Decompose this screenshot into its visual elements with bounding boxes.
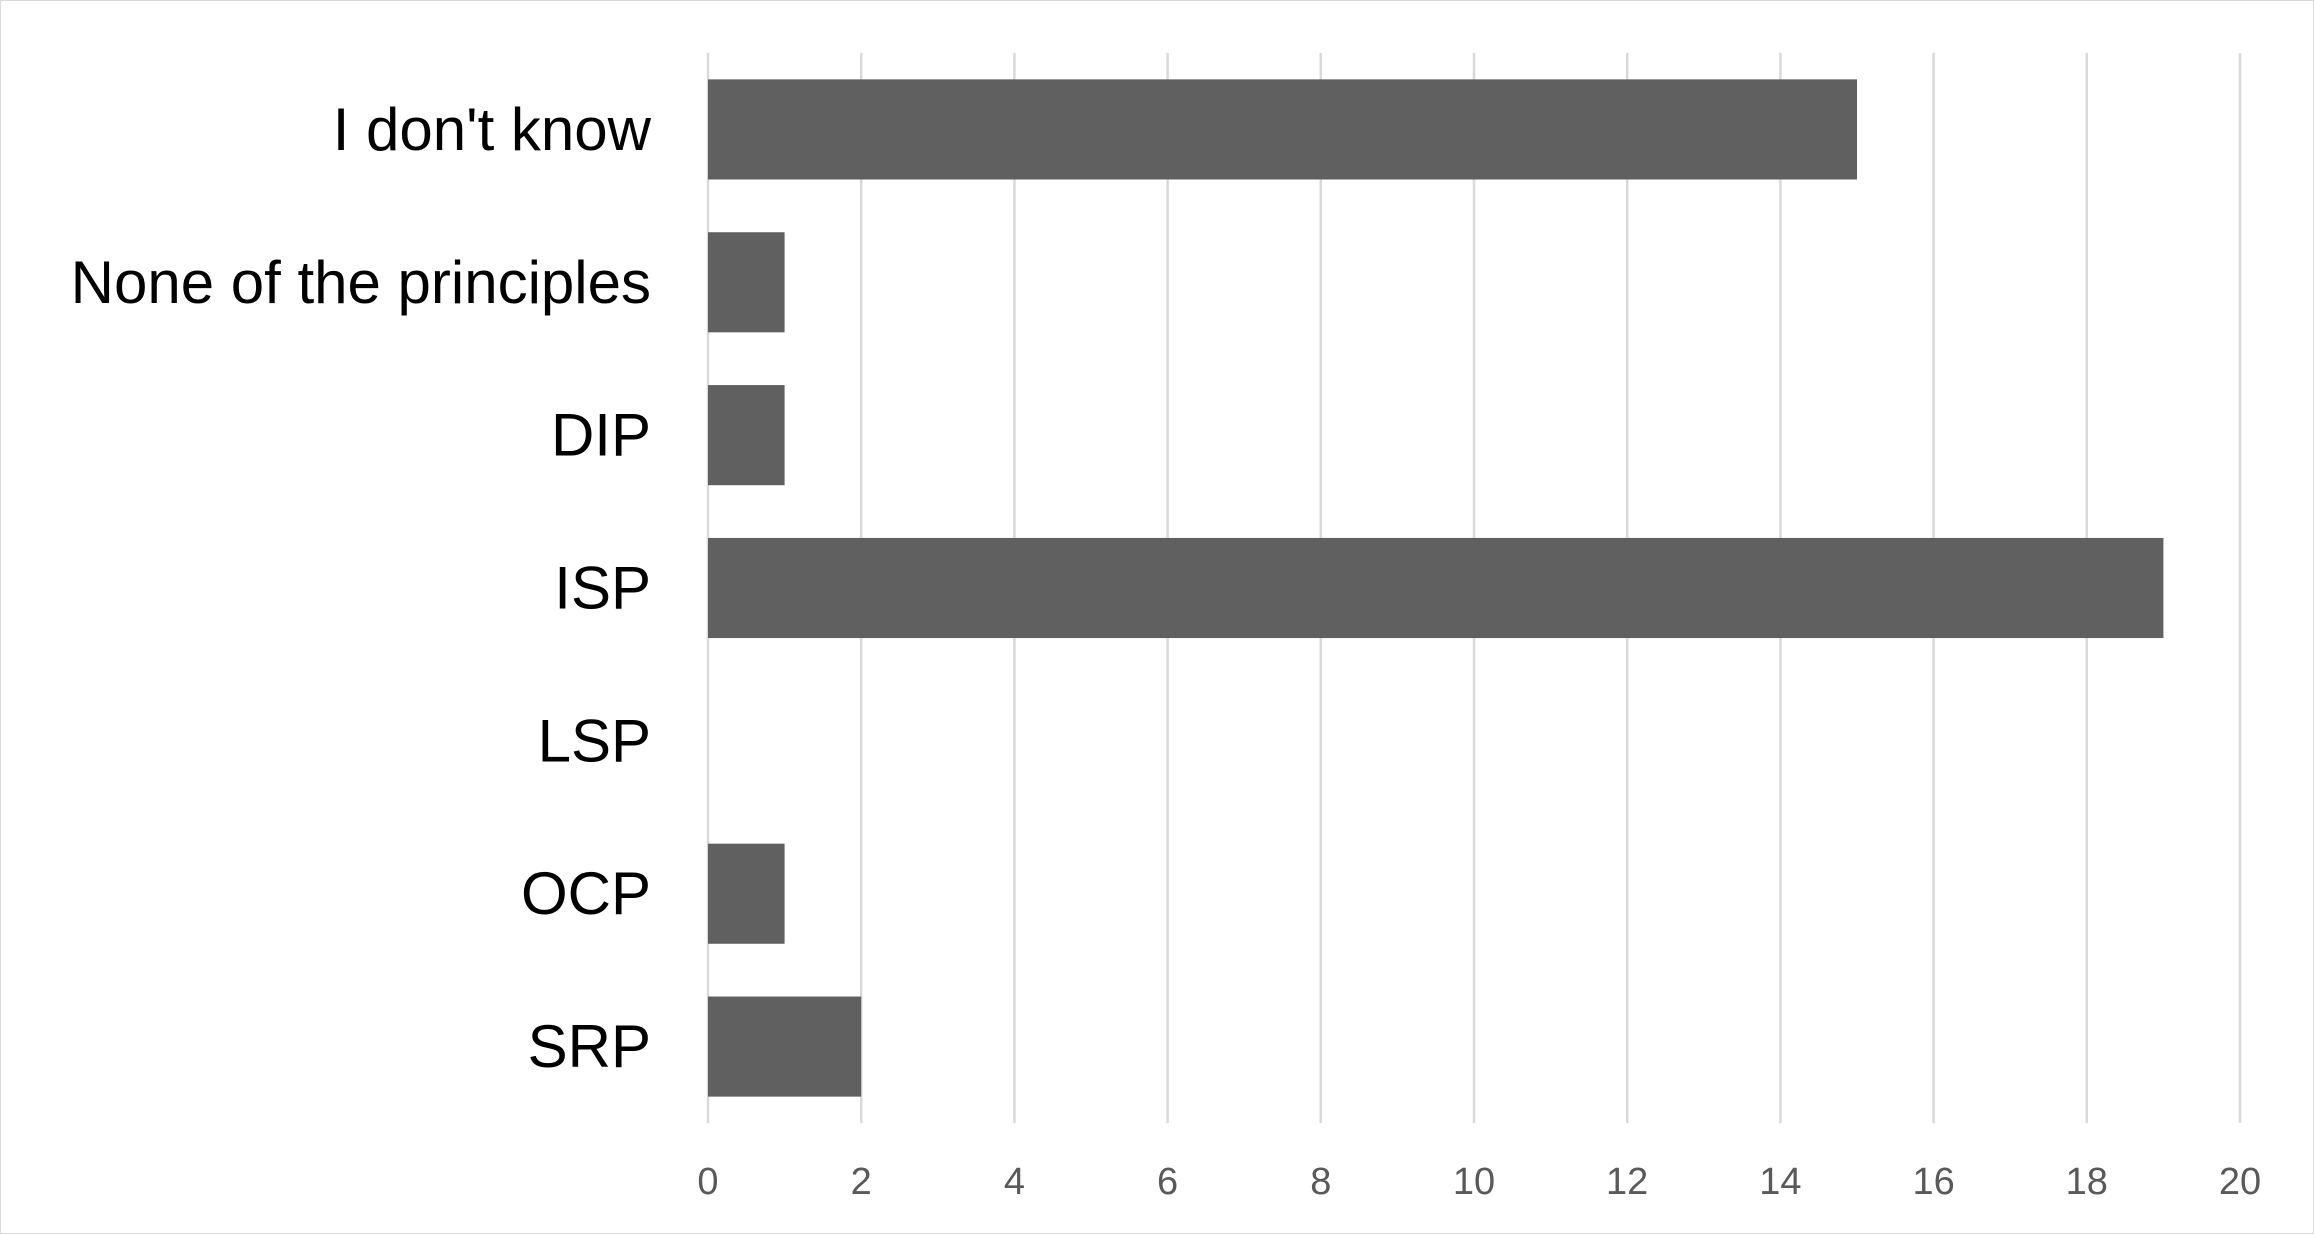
x-tick-label-0: 0	[697, 1161, 718, 1203]
category-label-srp: SRP	[528, 1013, 651, 1080]
bars	[708, 79, 2164, 1097]
x-tick-label-14: 14	[1759, 1161, 1801, 1203]
x-tick-label-2: 2	[851, 1161, 872, 1203]
bar-i-don-t-know	[708, 79, 1857, 180]
x-tick-label-4: 4	[1004, 1161, 1025, 1203]
x-tick-label-12: 12	[1606, 1161, 1648, 1203]
x-tick-label-8: 8	[1310, 1161, 1331, 1203]
x-tick-label-20: 20	[2219, 1161, 2261, 1203]
category-label-i-don-t-know: I don't know	[333, 96, 652, 163]
x-tick-label-10: 10	[1453, 1161, 1495, 1203]
bar-none-of-the-principles	[708, 232, 785, 333]
x-tick-labels: 0 2 4 6 8 10 12 14 16 18 20	[697, 1161, 2261, 1203]
bar-isp	[708, 537, 2164, 639]
bar-ocp	[708, 843, 785, 944]
x-tick-label-16: 16	[1912, 1161, 1954, 1203]
category-label-dip: DIP	[551, 402, 651, 469]
bar-dip	[708, 385, 785, 486]
x-tick-label-6: 6	[1157, 1161, 1178, 1203]
category-label-isp: ISP	[554, 555, 651, 622]
category-label-lsp: LSP	[538, 707, 651, 774]
category-labels: SRP OCP LSP ISP DIP None of the principles I d…	[71, 96, 652, 1080]
category-label-none-of-the-principles: None of the principles	[71, 249, 651, 316]
category-label-ocp: OCP	[521, 860, 651, 927]
x-tick-label-18: 18	[2066, 1161, 2108, 1203]
bar-srp	[708, 996, 862, 1097]
